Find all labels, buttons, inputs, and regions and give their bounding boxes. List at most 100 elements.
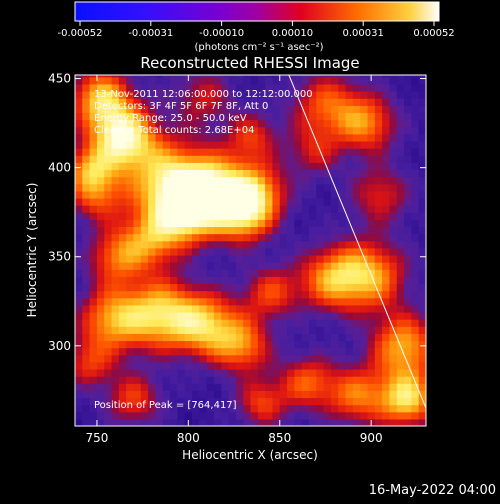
heatmap-cell: [155, 226, 164, 235]
heatmap-cell: [418, 197, 426, 206]
heatmap-cell: [389, 240, 398, 249]
heatmap-cell: [199, 212, 208, 220]
heatmap-cell: [294, 190, 303, 199]
heatmap-cell: [89, 233, 98, 242]
heatmap-cell: [111, 326, 120, 334]
heatmap-cell: [192, 169, 200, 178]
heatmap-cell: [374, 169, 383, 178]
heatmap-cell: [140, 376, 149, 384]
heatmap-cell: [382, 397, 391, 406]
heatmap-cell: [309, 368, 317, 377]
heatmap-cell: [213, 233, 222, 242]
heatmap-cell: [272, 297, 281, 306]
heatmap-cell: [206, 247, 215, 256]
heatmap-cell: [162, 319, 171, 327]
heatmap-cell: [389, 169, 398, 178]
heatmap-cell: [104, 98, 113, 106]
heatmap-cell: [155, 319, 164, 327]
heatmap-cell: [411, 212, 420, 220]
heatmap-cell: [294, 133, 303, 142]
heatmap-cell: [382, 354, 391, 363]
heatmap-cell: [360, 297, 369, 306]
heatmap-cell: [418, 126, 426, 135]
heatmap-cell: [404, 226, 412, 235]
heatmap-cell: [192, 340, 200, 349]
heatmap-cell: [257, 176, 266, 185]
heatmap-cell: [279, 383, 288, 391]
heatmap-cell: [382, 119, 391, 128]
heatmap-cell: [155, 112, 164, 121]
heatmap-cell: [96, 197, 105, 206]
heatmap-cell: [82, 219, 91, 228]
heatmap-cell: [162, 83, 171, 92]
heatmap-cell: [330, 319, 339, 327]
heatmap-cell: [374, 75, 383, 78]
heatmap-cell: [374, 418, 383, 426]
heatmap-cell: [111, 333, 120, 342]
heatmap-cell: [287, 126, 295, 135]
heatmap-cell: [294, 91, 303, 99]
heatmap-cell: [243, 411, 252, 420]
heatmap-cell: [235, 254, 244, 263]
heatmap-cell: [316, 119, 325, 128]
heatmap-cell: [228, 254, 237, 263]
heatmap-cell: [104, 183, 113, 192]
heatmap-cell: [126, 140, 135, 149]
heatmap-cell: [133, 390, 142, 399]
heatmap-cell: [272, 418, 281, 426]
heatmap-cell: [177, 205, 186, 213]
heatmap-cell: [104, 418, 113, 426]
heatmap-cell: [257, 304, 266, 313]
heatmap-cell: [250, 240, 259, 249]
heatmap-cell: [75, 418, 83, 426]
heatmap-cell: [192, 368, 200, 377]
heatmap-cell: [411, 219, 420, 228]
heatmap-cell: [323, 219, 332, 228]
heatmap-cell: [228, 183, 237, 192]
heatmap-cell: [206, 91, 215, 99]
heatmap-cell: [243, 397, 252, 406]
heatmap-cell: [294, 98, 303, 106]
heatmap-cell: [243, 119, 252, 128]
heatmap-cell: [374, 105, 383, 114]
heatmap-cell: [250, 226, 259, 235]
heatmap-cell: [360, 105, 369, 114]
heatmap-cell: [148, 269, 157, 277]
heatmap-cell: [404, 83, 412, 92]
heatmap-cell: [279, 397, 288, 406]
heatmap-cell: [360, 319, 369, 327]
heatmap-cell: [89, 83, 98, 92]
heatmap-cell: [162, 126, 171, 135]
heatmap-cell: [199, 262, 208, 270]
heatmap-cell: [155, 133, 164, 142]
heatmap-cell: [221, 91, 230, 99]
heatmap-cell: [126, 411, 135, 420]
heatmap-cell: [155, 76, 164, 85]
heatmap-cell: [279, 347, 288, 356]
heatmap-cell: [309, 112, 317, 121]
heatmap-cell: [265, 340, 274, 349]
footer-date: 16-May-2022 04:00: [369, 483, 496, 498]
heatmap-cell: [170, 390, 178, 399]
heatmap-cell: [257, 98, 266, 106]
heatmap-cell: [338, 105, 347, 114]
heatmap-cell: [192, 347, 200, 356]
heatmap-cell: [228, 212, 237, 220]
heatmap-cell: [374, 397, 383, 406]
heatmap-cell: [301, 376, 310, 384]
heatmap-cell: [206, 347, 215, 356]
heatmap-cell: [352, 212, 361, 220]
heatmap-cell: [104, 240, 113, 249]
heatmap-cell: [323, 233, 332, 242]
heatmap-cell: [118, 262, 127, 270]
heatmap-cell: [96, 247, 105, 256]
heatmap-cell: [89, 383, 98, 391]
heatmap-cell: [75, 148, 83, 156]
heatmap-cell: [323, 304, 332, 313]
heatmap-cell: [345, 390, 354, 399]
heatmap-cell: [199, 126, 208, 135]
heatmap-cell: [82, 347, 91, 356]
heatmap-cell: [184, 297, 193, 306]
heatmap-cell: [177, 283, 186, 292]
heatmap-cell: [243, 354, 252, 363]
